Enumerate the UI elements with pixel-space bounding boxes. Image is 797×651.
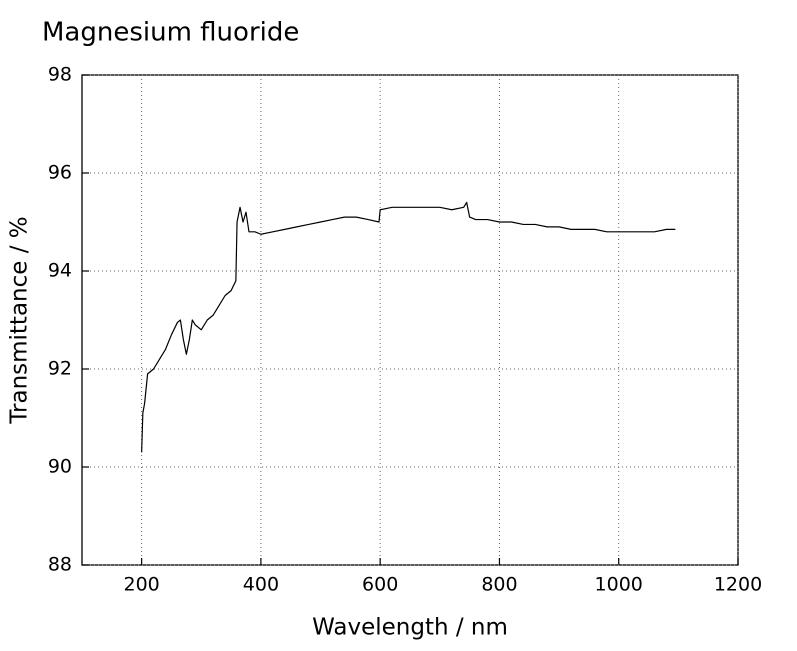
y-tick-label: 90 [48, 456, 72, 478]
data-line [141, 201, 676, 453]
y-tick-label: 98 [48, 64, 72, 86]
y-tick-label: 96 [48, 162, 72, 184]
x-axis-label: Wavelength / nm [312, 615, 508, 641]
x-tick-label: 600 [362, 574, 398, 596]
y-axis-label: Transmittance / % [7, 216, 33, 424]
chart-title: Magnesium fluoride [42, 18, 299, 48]
y-tick-label: 94 [48, 260, 72, 282]
x-tick-label: 1200 [714, 574, 762, 596]
y-tick-label: 92 [48, 358, 72, 380]
x-tick-label: 800 [481, 574, 517, 596]
x-tick-label: 400 [243, 574, 279, 596]
x-tick-label: 200 [124, 574, 160, 596]
y-tick-label: 88 [48, 554, 72, 576]
x-tick-label: 1000 [595, 574, 643, 596]
